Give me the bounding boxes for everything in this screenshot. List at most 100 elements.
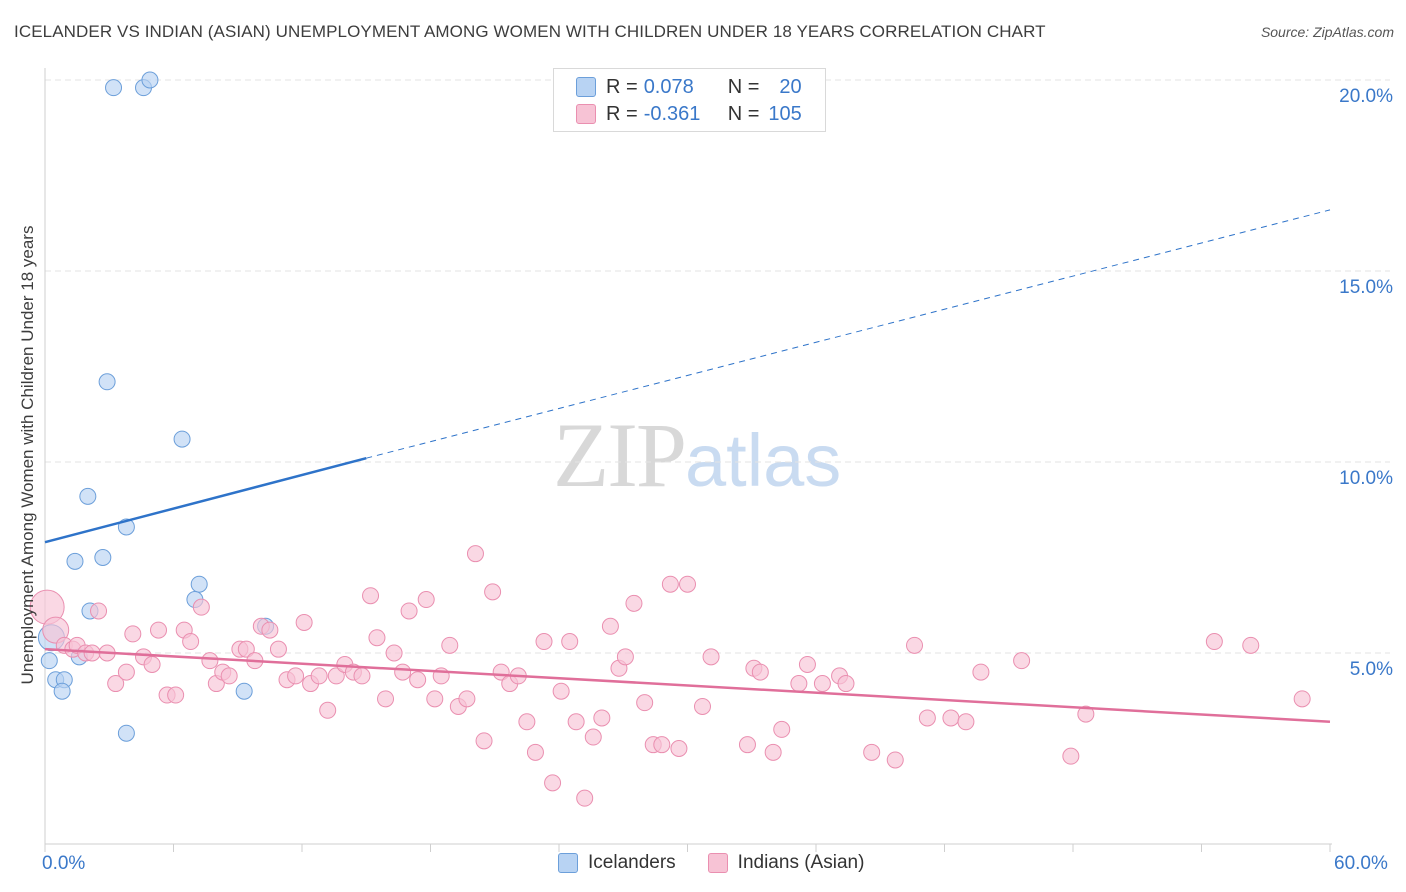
indians-asian-point xyxy=(636,694,654,712)
indians-asian-point xyxy=(237,640,255,658)
indians-asian-point xyxy=(368,629,386,647)
legend-label: Indians (Asian) xyxy=(737,852,865,873)
icelanders-point xyxy=(98,373,116,391)
indians-asian-point xyxy=(1242,636,1260,654)
icelanders-point xyxy=(40,652,58,670)
watermark-atlas: atlas xyxy=(685,419,842,502)
n-label: N = xyxy=(727,102,760,125)
watermark-zip: ZIP xyxy=(553,404,687,506)
indians-asian-point xyxy=(319,701,337,719)
indians-asian-point xyxy=(518,713,536,731)
indians-asian-point xyxy=(918,709,936,727)
indians-asian-point xyxy=(552,682,570,700)
indians-asian-point xyxy=(143,655,161,673)
y-tick-label: 10.0% xyxy=(1339,468,1393,489)
x-tick-label: 0.0% xyxy=(42,853,86,874)
indians-asian-point xyxy=(661,575,679,593)
indians-asian-point xyxy=(942,709,960,727)
indians-asian-point xyxy=(1062,747,1080,765)
legend-row-indians-asian: R = -0.361 N = 105 xyxy=(576,103,802,125)
y-tick-label: 20.0% xyxy=(1339,86,1393,107)
indians-asian-point xyxy=(1205,633,1223,651)
indians-asian-point xyxy=(957,713,975,731)
indians-asian-point xyxy=(182,633,200,651)
indians-asian-swatch xyxy=(707,853,728,873)
indians-asian-point xyxy=(790,675,808,693)
indians-asian-point xyxy=(466,545,484,563)
indians-asian-point xyxy=(702,648,720,666)
indians-asian-point xyxy=(385,644,403,662)
indians-asian-point xyxy=(535,633,553,651)
indians-asian-point xyxy=(593,709,611,727)
indians-asian-point xyxy=(42,616,70,644)
indians-asian-point xyxy=(653,736,671,754)
indians-asian-point xyxy=(287,667,305,685)
indians-asian-point xyxy=(220,667,238,685)
indians-asian-point xyxy=(269,640,287,658)
indians-asian-point xyxy=(362,587,380,605)
indians-asian-point xyxy=(107,675,125,693)
indians-asian-point xyxy=(441,636,459,654)
y-tick-label: 15.0% xyxy=(1339,277,1393,298)
icelanders-point xyxy=(66,552,84,570)
icelanders-point xyxy=(53,682,71,700)
legend-label: Icelanders xyxy=(588,852,676,873)
indians-asian-point xyxy=(117,663,135,681)
indians-asian-point xyxy=(150,621,168,639)
trend-lines xyxy=(44,209,1331,724)
axes xyxy=(44,68,1332,852)
indians-asian-point xyxy=(798,655,816,673)
icelanders-point xyxy=(190,575,208,593)
r-value: 0.078 xyxy=(643,75,694,98)
indians-asian-point xyxy=(526,743,544,761)
indians-asian-point xyxy=(886,751,904,769)
chart-source: Source: ZipAtlas.com xyxy=(1260,24,1394,40)
indians-asian-point xyxy=(377,690,395,708)
legend-item-icelanders: Icelanders xyxy=(558,852,676,874)
indians-asian-point xyxy=(394,663,412,681)
icelanders-swatch xyxy=(576,77,596,97)
icelanders-swatch xyxy=(558,853,578,873)
icelanders-point xyxy=(117,724,135,742)
indians-asian-point xyxy=(738,736,756,754)
indians-asian-point xyxy=(544,774,562,792)
indians-asian-point xyxy=(124,625,142,643)
indians-asian-point xyxy=(1013,652,1031,670)
indians-asian-point xyxy=(764,743,782,761)
indians-asian-point xyxy=(167,686,185,704)
indians-asian-point xyxy=(484,583,502,601)
indians-asian-point xyxy=(458,690,476,708)
indians-asian-point xyxy=(584,728,602,746)
r-label: R = xyxy=(606,102,638,125)
indians-asian-point xyxy=(1077,705,1095,723)
indians-asian-point xyxy=(409,671,427,689)
x-tick-label: 60.0% xyxy=(1334,853,1388,874)
indians-asian-point xyxy=(679,575,696,593)
indians-asian-point xyxy=(837,675,855,693)
indians-asian-point xyxy=(400,602,418,620)
indians-asian-point xyxy=(1293,690,1311,708)
y-axis-label: Unemployment Among Women with Children U… xyxy=(18,225,37,685)
indians-asian-point xyxy=(972,663,990,681)
indians-asian-point xyxy=(426,690,444,708)
icelanders-point xyxy=(94,549,112,566)
indians-asian-swatch xyxy=(576,104,596,124)
indians-asian-point xyxy=(906,636,924,654)
indians-asian-point xyxy=(751,663,769,681)
indians-asian-point xyxy=(353,667,371,685)
icelanders-point xyxy=(105,79,123,97)
icelanders-trend-extension xyxy=(366,209,1331,459)
grid-lines xyxy=(45,79,1390,654)
indians-asian-point xyxy=(625,594,643,612)
icelanders-point xyxy=(235,682,253,700)
indians-asian-point xyxy=(90,602,108,620)
indians-asian-point xyxy=(863,743,881,761)
y-tick-label: 5.0% xyxy=(1349,659,1393,680)
indians-asian-point xyxy=(295,613,313,631)
indians-asian-point xyxy=(327,667,345,685)
n-value: 20 xyxy=(779,75,802,98)
indians-asian-point xyxy=(310,667,328,685)
indians-asian-point xyxy=(813,675,831,693)
indians-asian-point xyxy=(417,591,435,609)
